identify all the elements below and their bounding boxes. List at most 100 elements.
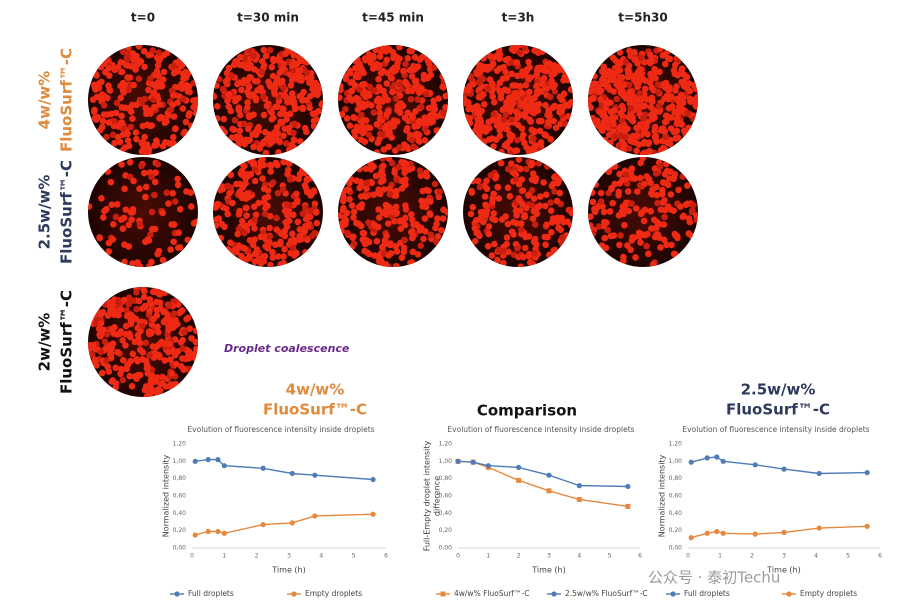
droplet bbox=[417, 172, 425, 179]
droplet bbox=[365, 131, 373, 139]
droplet bbox=[260, 46, 268, 54]
droplet bbox=[121, 185, 128, 193]
droplet bbox=[165, 200, 172, 207]
droplet bbox=[640, 114, 647, 122]
droplet bbox=[103, 357, 110, 364]
droplet bbox=[289, 244, 297, 252]
droplet bbox=[486, 125, 493, 132]
droplet bbox=[646, 147, 653, 155]
droplet bbox=[227, 239, 234, 246]
droplet bbox=[417, 242, 425, 249]
droplet bbox=[370, 163, 377, 170]
droplet bbox=[148, 208, 156, 216]
droplet bbox=[134, 331, 142, 339]
droplet bbox=[621, 221, 628, 229]
droplet bbox=[244, 99, 251, 106]
droplet bbox=[133, 135, 140, 143]
droplet bbox=[521, 45, 529, 52]
droplet bbox=[306, 104, 314, 112]
droplet bbox=[484, 242, 492, 250]
droplet bbox=[628, 200, 635, 207]
droplet bbox=[476, 110, 483, 117]
droplet bbox=[353, 94, 360, 102]
y-tick-label: 0,00 bbox=[669, 545, 683, 552]
droplet bbox=[515, 180, 523, 188]
droplet bbox=[220, 115, 228, 123]
droplet bbox=[602, 136, 609, 144]
droplet bbox=[104, 168, 112, 175]
droplet bbox=[499, 75, 507, 82]
droplet bbox=[258, 68, 266, 76]
droplet bbox=[138, 162, 145, 170]
droplet bbox=[344, 229, 351, 237]
droplet bbox=[662, 133, 669, 141]
droplet bbox=[591, 73, 598, 80]
droplet bbox=[500, 116, 508, 123]
droplet bbox=[93, 93, 101, 101]
droplet bbox=[415, 120, 423, 128]
droplet bbox=[150, 90, 158, 97]
droplet bbox=[346, 94, 353, 102]
droplet bbox=[141, 287, 148, 295]
droplet bbox=[161, 357, 169, 364]
droplet bbox=[159, 142, 167, 150]
x-tick-label: 6 bbox=[878, 553, 882, 560]
droplet bbox=[114, 348, 121, 356]
droplet bbox=[547, 136, 554, 143]
droplet bbox=[260, 62, 268, 69]
droplet bbox=[471, 104, 478, 111]
droplet bbox=[588, 80, 595, 88]
droplet bbox=[637, 74, 645, 82]
series-line bbox=[195, 458, 374, 481]
droplet bbox=[135, 75, 143, 83]
data-point bbox=[546, 472, 552, 478]
droplet bbox=[547, 207, 555, 214]
droplet bbox=[525, 58, 532, 66]
droplet bbox=[556, 189, 564, 197]
droplet bbox=[512, 82, 519, 89]
x-tick-label: 2 bbox=[517, 553, 521, 560]
droplet bbox=[154, 62, 162, 69]
droplet bbox=[480, 91, 487, 98]
data-point bbox=[312, 472, 318, 478]
droplet bbox=[155, 328, 162, 336]
droplet bbox=[480, 55, 487, 62]
droplet bbox=[633, 205, 640, 212]
droplets bbox=[88, 159, 198, 267]
data-point bbox=[370, 511, 376, 517]
droplet bbox=[628, 98, 635, 105]
droplet bbox=[279, 186, 287, 193]
droplet bbox=[259, 175, 266, 182]
droplet bbox=[401, 221, 409, 229]
droplet bbox=[153, 137, 160, 144]
chart-heading: Comparison bbox=[477, 402, 577, 420]
droplet bbox=[186, 110, 193, 117]
droplet bbox=[141, 63, 148, 71]
droplet bbox=[170, 221, 178, 228]
droplet bbox=[530, 135, 537, 142]
droplet bbox=[362, 165, 370, 172]
droplet bbox=[662, 60, 669, 68]
droplet bbox=[363, 185, 370, 192]
droplet bbox=[353, 177, 361, 184]
droplet bbox=[288, 141, 296, 149]
droplet bbox=[289, 90, 296, 97]
droplet bbox=[125, 142, 133, 150]
droplet bbox=[362, 55, 369, 62]
droplet bbox=[513, 59, 521, 66]
droplets bbox=[588, 157, 698, 267]
data-point bbox=[289, 470, 295, 477]
droplet bbox=[690, 201, 697, 209]
droplet bbox=[148, 258, 155, 266]
droplet bbox=[279, 66, 286, 73]
droplet bbox=[442, 92, 448, 100]
droplet bbox=[603, 78, 610, 85]
droplet bbox=[373, 149, 381, 155]
droplet bbox=[647, 207, 654, 215]
droplet bbox=[528, 159, 536, 167]
droplet bbox=[112, 384, 119, 391]
droplet bbox=[528, 187, 536, 194]
droplet bbox=[545, 119, 552, 126]
data-point bbox=[370, 476, 376, 483]
y-tick-label: 0,60 bbox=[173, 493, 187, 500]
